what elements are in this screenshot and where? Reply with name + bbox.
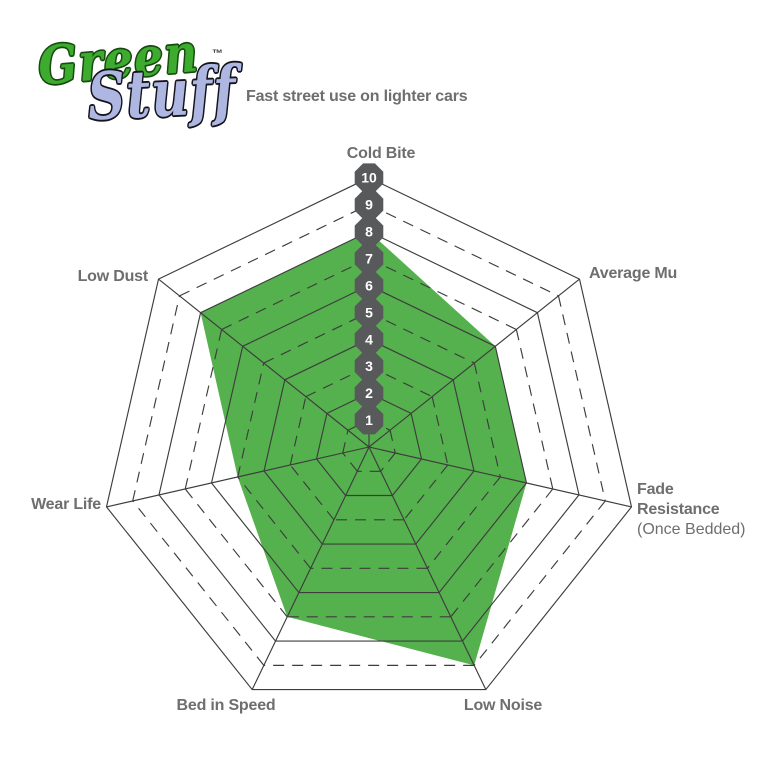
axis-spoke	[368, 446, 632, 508]
scale-badge	[354, 378, 384, 408]
scale-badge	[354, 244, 384, 273]
grid-ring-solid	[158, 230, 580, 642]
grid-ring-dashed	[403, 464, 449, 521]
grid-ring-dashed	[263, 311, 370, 364]
grid-ring-dashed	[389, 430, 396, 454]
scale-tick-label: 5	[365, 304, 373, 320]
axis-spoke	[368, 446, 487, 690]
scale-tick-label: 8	[365, 224, 373, 240]
grid-ring-solid	[263, 338, 475, 545]
scale-tick-label: 9	[365, 197, 373, 213]
grid-ring-dashed	[237, 476, 312, 569]
axis-label: Low Noise	[464, 697, 543, 714]
grid-ring-dashed	[184, 329, 223, 490]
grid-ring-dashed	[184, 488, 288, 618]
axis-spoke	[368, 278, 580, 448]
grid-rings	[105, 177, 633, 691]
scale-tick-label: 3	[365, 358, 373, 374]
axis-labels: Cold Bite Average Mu Fade Resistance (Once B…	[31, 145, 745, 714]
scale-badge	[354, 217, 384, 246]
grid-ring-dashed	[132, 295, 181, 502]
axis-label: Resistance	[637, 501, 720, 518]
grid-ring-dashed	[557, 295, 606, 502]
axis-label: Fade	[637, 481, 674, 498]
scale-badge	[354, 351, 384, 381]
axis-label: Cold Bite	[347, 145, 416, 162]
scale-tick-label: 1	[365, 412, 373, 428]
axis-label: Wear Life	[31, 496, 101, 513]
greenstuff-logo: Green Stuff ™	[0, 0, 260, 150]
trademark-symbol: ™	[212, 48, 223, 60]
grid-ring-dashed	[289, 464, 335, 521]
axis-label: Bed in Speed	[177, 697, 276, 714]
scale-badge	[354, 190, 384, 219]
scale-badge	[354, 405, 384, 435]
grid-ring-dashed	[289, 396, 307, 466]
scale-tick-label: 10	[361, 170, 377, 186]
scale-badge	[354, 163, 384, 192]
grid-ring-dashed	[221, 257, 370, 330]
scale-tick-label: 6	[365, 277, 373, 293]
grid-ring-dashed	[380, 452, 396, 472]
scale-badge	[354, 298, 384, 327]
grid-ring-dashed	[368, 365, 433, 398]
scale-badge	[354, 271, 384, 300]
axis-sublabel: (Once Bedded)	[637, 521, 746, 538]
grid-ring-dashed	[368, 204, 559, 297]
scale-tick-label: 4	[365, 331, 373, 347]
grid-ring-dashed	[431, 396, 449, 466]
grid-ring-dashed	[473, 500, 606, 666]
axis-spoke	[158, 278, 370, 448]
scale-badge	[354, 325, 384, 354]
scale-tick-label: 7	[365, 250, 373, 266]
grid-ring-dashed	[515, 329, 554, 490]
grid-ring-dashed	[237, 362, 265, 478]
grid-ring-dashed	[368, 311, 475, 364]
grid-ring-dashed	[368, 257, 517, 330]
axis-label: Average Mu	[589, 265, 677, 282]
grid-ring-dashed	[132, 500, 265, 666]
grid-ring-solid	[210, 284, 528, 594]
grid-ring-dashed	[342, 430, 349, 454]
grid-ring-dashed	[179, 204, 370, 297]
grid-ring-dashed	[426, 476, 501, 569]
tagline: Fast street use on lighter cars	[246, 88, 468, 105]
axis-spoke	[106, 446, 370, 508]
axis-spoke	[251, 446, 370, 690]
grid-ring-solid	[105, 177, 633, 691]
grid-ring-dashed	[473, 362, 501, 478]
axis-label: Low Dust	[78, 268, 149, 285]
scale-badges: 1 2 3 4 5 6 7 8 9 10	[354, 163, 384, 435]
axis-spokes	[106, 177, 632, 690]
grid-ring-solid	[315, 392, 423, 497]
grid-ring-dashed	[450, 488, 554, 618]
scale-tick-label: 2	[365, 385, 373, 401]
grid-ring-dashed	[342, 452, 358, 472]
